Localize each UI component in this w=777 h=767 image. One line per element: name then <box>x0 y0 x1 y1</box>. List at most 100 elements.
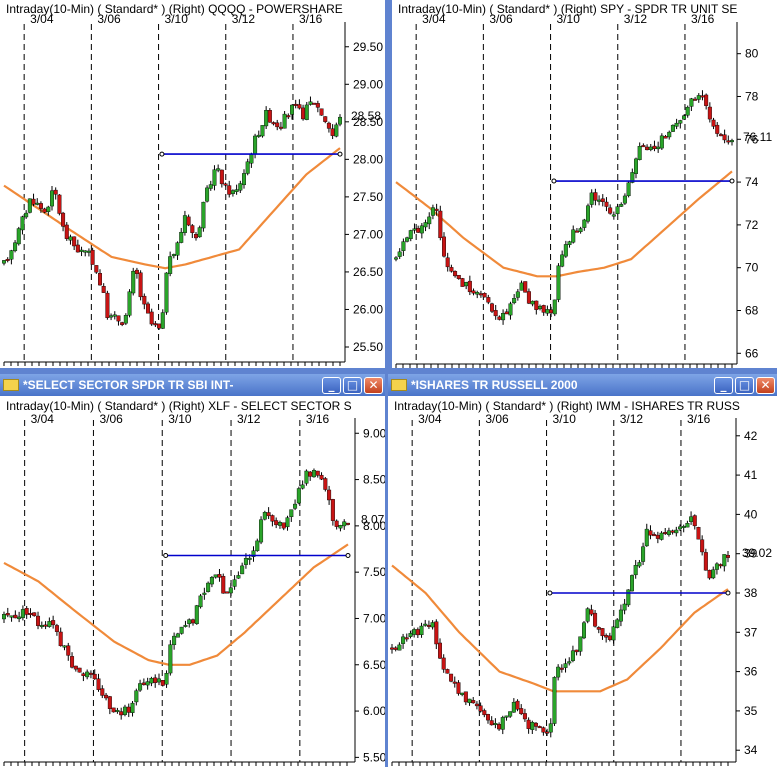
candle-body <box>234 189 239 192</box>
candle-body <box>563 663 568 668</box>
candle-body <box>16 228 21 245</box>
candle-body <box>523 281 528 293</box>
chart-xlf[interactable]: 3/04 3/06 3/10 3/12 3/16 9.00 8.50 8.00 7.50 7.00… <box>0 374 385 767</box>
candle-body <box>453 270 458 277</box>
candle-body <box>629 575 634 592</box>
candle-body <box>225 591 230 594</box>
close-button[interactable]: ✕ <box>364 376 383 394</box>
candle-body <box>693 98 698 101</box>
candle-body <box>704 94 709 106</box>
candle-body <box>319 108 324 116</box>
candle-body <box>726 555 731 558</box>
candle-body <box>711 119 716 127</box>
price-tick-label: 8.50 <box>363 473 385 487</box>
candle-body <box>205 187 210 202</box>
price-tick-label: 41 <box>744 468 758 482</box>
date-label: 3/06 <box>99 412 123 426</box>
minimize-button[interactable]: _ <box>714 376 733 394</box>
candle-body <box>419 625 424 635</box>
candle-body <box>230 190 235 194</box>
price-tick-label: 66 <box>745 346 759 360</box>
date-label: 3/10 <box>557 12 581 26</box>
candle-body <box>338 525 343 529</box>
candle-body <box>323 478 328 490</box>
candle-body <box>703 552 708 571</box>
chart-window-xlf[interactable]: *SELECT SECTOR SPDR TR SBI INT- _ □ ✕ In… <box>0 374 385 767</box>
candle-body <box>442 236 447 257</box>
candle-body <box>179 626 184 634</box>
candle-body <box>493 310 498 317</box>
candle-body <box>259 519 264 543</box>
candle-body <box>338 116 343 125</box>
window-titlebar[interactable]: *ISHARES TR RUSSELL 2000 _ □ ✕ <box>388 374 777 396</box>
chart-window-iwm[interactable]: *ISHARES TR RUSSELL 2000 _ □ ✕ Intraday(… <box>388 374 777 767</box>
candle-body <box>416 228 421 233</box>
moving-average-line <box>391 564 729 693</box>
chart-window-icon <box>391 379 407 391</box>
candle-body <box>530 722 535 730</box>
candle-body <box>608 207 613 214</box>
chart-spy[interactable]: 3/04 3/06 3/10 3/12 3/16 80 78 76 74 72 70 68 66 76.1… <box>392 0 777 368</box>
minimize-button[interactable]: _ <box>322 376 341 394</box>
candle-body <box>266 512 271 517</box>
trend-line-handle <box>547 590 553 596</box>
candle-body <box>127 291 132 316</box>
candle-body <box>597 199 602 202</box>
candle-body <box>168 256 173 274</box>
candle-body <box>297 104 302 109</box>
candle-body <box>227 185 232 195</box>
candle-body <box>519 282 524 291</box>
candle-body <box>201 201 206 229</box>
candle-body <box>141 682 146 685</box>
candle-body <box>342 521 347 527</box>
candle-body <box>715 124 720 134</box>
candle-body <box>72 236 77 247</box>
candle-body <box>674 122 679 127</box>
candle-body <box>9 615 14 618</box>
price-tick-label: 25.50 <box>353 340 383 354</box>
candle-body <box>96 678 101 690</box>
candle-body <box>112 314 117 317</box>
date-label: 3/16 <box>306 412 330 426</box>
candle-body <box>615 619 620 628</box>
last-price-label: 28.58 <box>351 109 381 123</box>
date-label: 3/04 <box>30 12 54 26</box>
candle-body <box>168 644 173 674</box>
price-tick-label: 7.50 <box>363 565 385 579</box>
candle-body <box>2 260 6 264</box>
time-axis <box>395 363 737 368</box>
chart-iwm[interactable]: 3/04 3/06 3/10 3/12 3/16 42 41 40 39 38 37 36 35 34 39… <box>388 374 777 767</box>
window-title: *ISHARES TR RUSSELL 2000 <box>411 378 578 392</box>
candle-body <box>449 267 454 272</box>
candle-body <box>633 565 638 576</box>
candle-body <box>134 269 139 274</box>
candle-body <box>522 713 527 720</box>
candle-body <box>68 236 73 241</box>
candle-body <box>574 649 579 653</box>
candle-body <box>171 254 176 257</box>
candle-body <box>97 273 102 286</box>
candle-body <box>504 311 509 315</box>
candle-body <box>104 694 109 699</box>
chart-window-spy[interactable]: Intraday(10-Min) ( Standard* ) (Right) S… <box>392 0 777 368</box>
candle-body <box>545 731 550 734</box>
candle-body <box>187 619 192 625</box>
candle-body <box>445 669 450 674</box>
candle-body <box>46 206 51 212</box>
maximize-button[interactable]: □ <box>343 376 362 394</box>
chart-qqqq[interactable]: 3/04 3/06 3/10 3/12 3/16 29.50 29.00 28.50 28.00… <box>0 0 385 368</box>
candle-body <box>563 244 568 257</box>
candle-body <box>404 637 409 640</box>
maximize-button[interactable]: □ <box>735 376 754 394</box>
candle-body <box>390 647 394 650</box>
date-label: 3/04 <box>418 412 442 426</box>
chart-window-qqqq[interactable]: Intraday(10-Min) ( Standard* ) (Right) Q… <box>0 0 385 368</box>
window-titlebar[interactable]: *SELECT SECTOR SPDR TR SBI INT- _ □ ✕ <box>0 374 385 396</box>
price-tick-label: 80 <box>745 47 759 61</box>
candle-body <box>277 522 282 526</box>
candle-body <box>267 110 272 123</box>
candle-body <box>678 120 683 124</box>
price-tick-label: 27.50 <box>353 190 383 204</box>
date-label: 3/12 <box>620 412 644 426</box>
close-button[interactable]: ✕ <box>756 376 775 394</box>
